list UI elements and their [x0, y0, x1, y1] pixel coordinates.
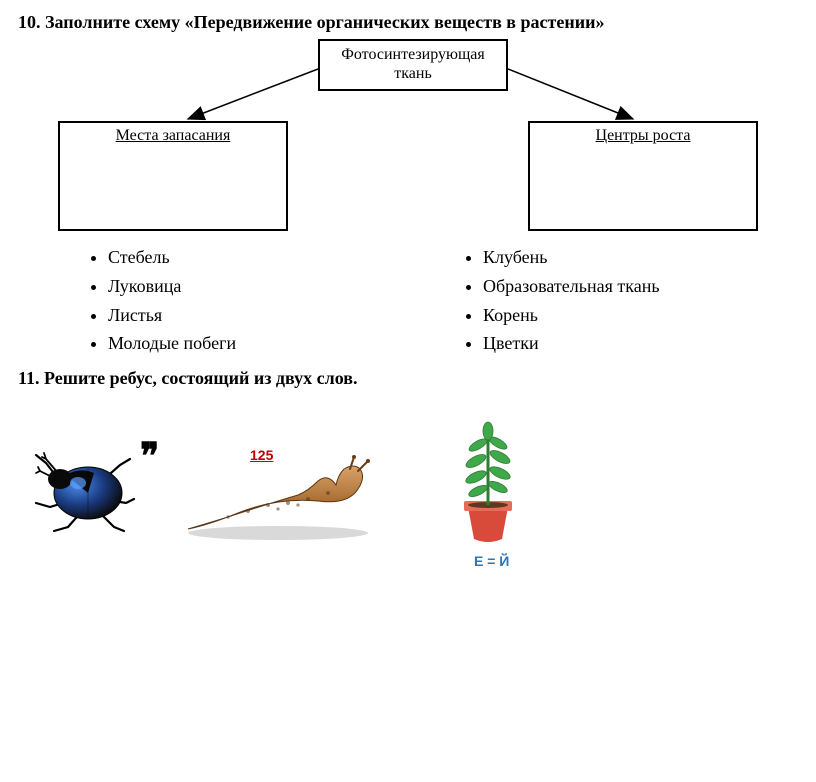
q11-heading: 11. Решите ребус, состоящий из двух слов… [18, 368, 798, 389]
list-item: Клубень [483, 243, 798, 272]
box-right-label: Центры роста [596, 127, 691, 144]
rebus-subst: Е = Й [474, 553, 509, 569]
box-left: Места запасания [58, 121, 288, 231]
list-item: Корень [483, 301, 798, 330]
commas-icon: ❜❜ [140, 435, 155, 477]
box-right: Центры роста [528, 121, 758, 231]
beetle-icon [28, 445, 138, 535]
lists: Стебель Луковица Листья Молодые побеги К… [18, 243, 798, 358]
left-list: Стебель Луковица Листья Молодые побеги [18, 243, 423, 358]
q10-num: 10. [18, 12, 41, 32]
list-item: Луковица [108, 272, 423, 301]
box-top: Фотосинтезирующая ткань [318, 39, 508, 91]
q11-title: Решите ребус, состоящий из двух слов. [44, 368, 358, 388]
right-list: Клубень Образовательная ткань Корень Цве… [423, 243, 798, 358]
box-left-label: Места запасания [116, 127, 231, 144]
list-item: Образовательная ткань [483, 272, 798, 301]
q10-heading: 10. Заполните схему «Передвижение органи… [18, 12, 798, 33]
rebus: ❜❜ 125 [28, 405, 588, 605]
plant-icon [448, 415, 528, 545]
q11-num: 11. [18, 368, 40, 388]
list-item: Листья [108, 301, 423, 330]
box-top-line1: Фотосинтезирующая [320, 45, 506, 64]
q10-title: Заполните схему «Передвижение органическ… [45, 12, 604, 32]
diagram: Фотосинтезирующая ткань Места запасания … [18, 39, 798, 239]
list-item: Цветки [483, 329, 798, 358]
box-top-line2: ткань [320, 64, 506, 83]
slug-icon [178, 455, 378, 545]
list-item: Молодые побеги [108, 329, 423, 358]
list-item: Стебель [108, 243, 423, 272]
